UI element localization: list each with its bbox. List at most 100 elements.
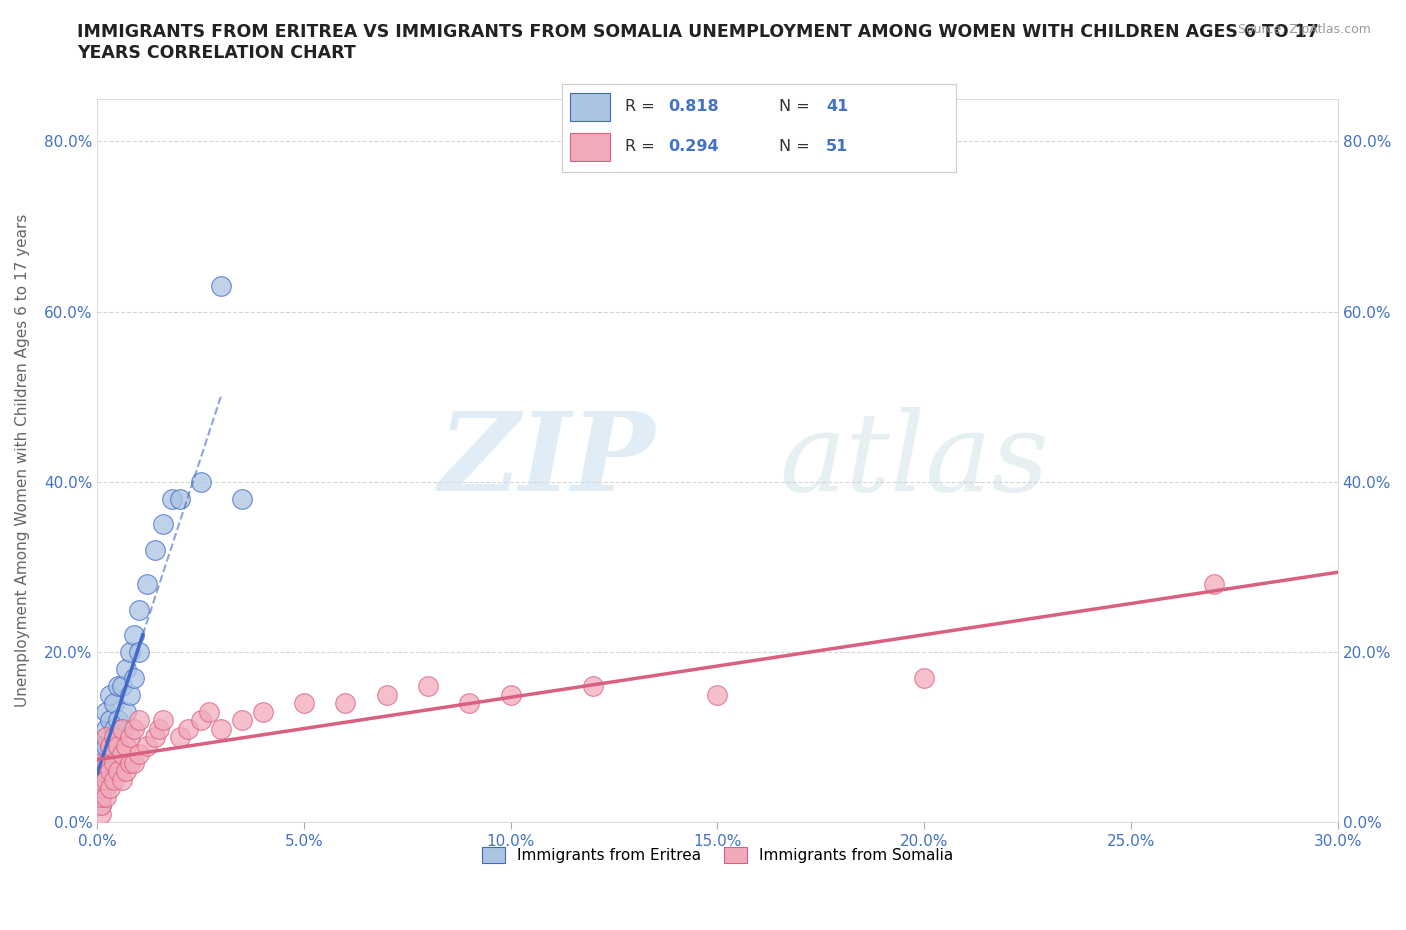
Point [190,474,212,489]
Point [94,704,117,719]
Point [143,730,166,745]
Point [169,491,191,506]
Point [582,679,605,694]
Point [103,773,125,788]
Text: 0.294: 0.294 [669,140,720,154]
Point [706,687,728,702]
Point [231,491,253,506]
Point [98,738,121,753]
Point [90,773,112,788]
Point [124,628,146,643]
Point [252,704,274,719]
Point [98,764,121,778]
Text: R =: R = [626,99,661,113]
Point [98,687,121,702]
Point [115,738,138,753]
Point [458,696,481,711]
Point [107,712,129,727]
Point [143,542,166,557]
Point [120,730,142,745]
Point [98,738,121,753]
Point [115,662,138,677]
Point [120,687,142,702]
Point [103,722,125,737]
Bar [571,133,610,162]
Point [111,722,134,737]
Point [120,755,142,770]
Point [90,738,112,753]
Point [209,722,232,737]
Point [198,704,221,719]
Point [90,781,112,796]
Point [135,738,157,753]
Point [111,747,134,762]
Point [912,671,935,685]
Text: N =: N = [779,99,815,113]
Point [128,602,150,617]
Point [107,679,129,694]
Point [90,806,112,821]
Point [124,671,146,685]
Point [375,687,398,702]
Point [94,755,117,770]
Point [169,730,191,745]
Y-axis label: Unemployment Among Women with Children Ages 6 to 17 years: Unemployment Among Women with Children A… [15,214,30,707]
Point [152,517,174,532]
Point [103,730,125,745]
Point [128,747,150,762]
Point [90,755,112,770]
Point [90,798,112,813]
Point [499,687,522,702]
Point [148,722,170,737]
Point [115,764,138,778]
Point [98,781,121,796]
Point [335,696,357,711]
Text: IMMIGRANTS FROM ERITREA VS IMMIGRANTS FROM SOMALIA UNEMPLOYMENT AMONG WOMEN WITH: IMMIGRANTS FROM ERITREA VS IMMIGRANTS FR… [77,23,1319,62]
Point [209,279,232,294]
Point [128,644,150,659]
Point [90,781,112,796]
Point [94,730,117,745]
Point [90,790,112,804]
Point [1202,577,1225,591]
Point [128,712,150,727]
Text: N =: N = [779,140,815,154]
Point [111,773,134,788]
Point [292,696,315,711]
Point [90,755,112,770]
Point [115,704,138,719]
Point [124,722,146,737]
Point [107,738,129,753]
Point [94,755,117,770]
Point [111,722,134,737]
Text: 41: 41 [827,99,848,113]
Text: 51: 51 [827,140,848,154]
Point [160,491,183,506]
Point [94,773,117,788]
Point [135,577,157,591]
Legend: Immigrants from Eritrea, Immigrants from Somalia: Immigrants from Eritrea, Immigrants from… [475,841,959,869]
Point [120,644,142,659]
Point [98,764,121,778]
Point [90,773,112,788]
Bar [571,93,610,121]
Point [103,696,125,711]
Point [107,764,129,778]
Point [416,679,439,694]
Point [231,712,253,727]
Text: 0.818: 0.818 [669,99,720,113]
Point [90,798,112,813]
Point [90,764,112,778]
Text: Source: ZipAtlas.com: Source: ZipAtlas.com [1237,23,1371,36]
Point [103,747,125,762]
Point [90,790,112,804]
Point [103,755,125,770]
Text: atlas: atlas [779,406,1049,514]
Point [177,722,200,737]
Point [94,722,117,737]
Point [94,773,117,788]
Point [94,790,117,804]
Point [90,764,112,778]
Point [124,755,146,770]
Text: R =: R = [626,140,661,154]
